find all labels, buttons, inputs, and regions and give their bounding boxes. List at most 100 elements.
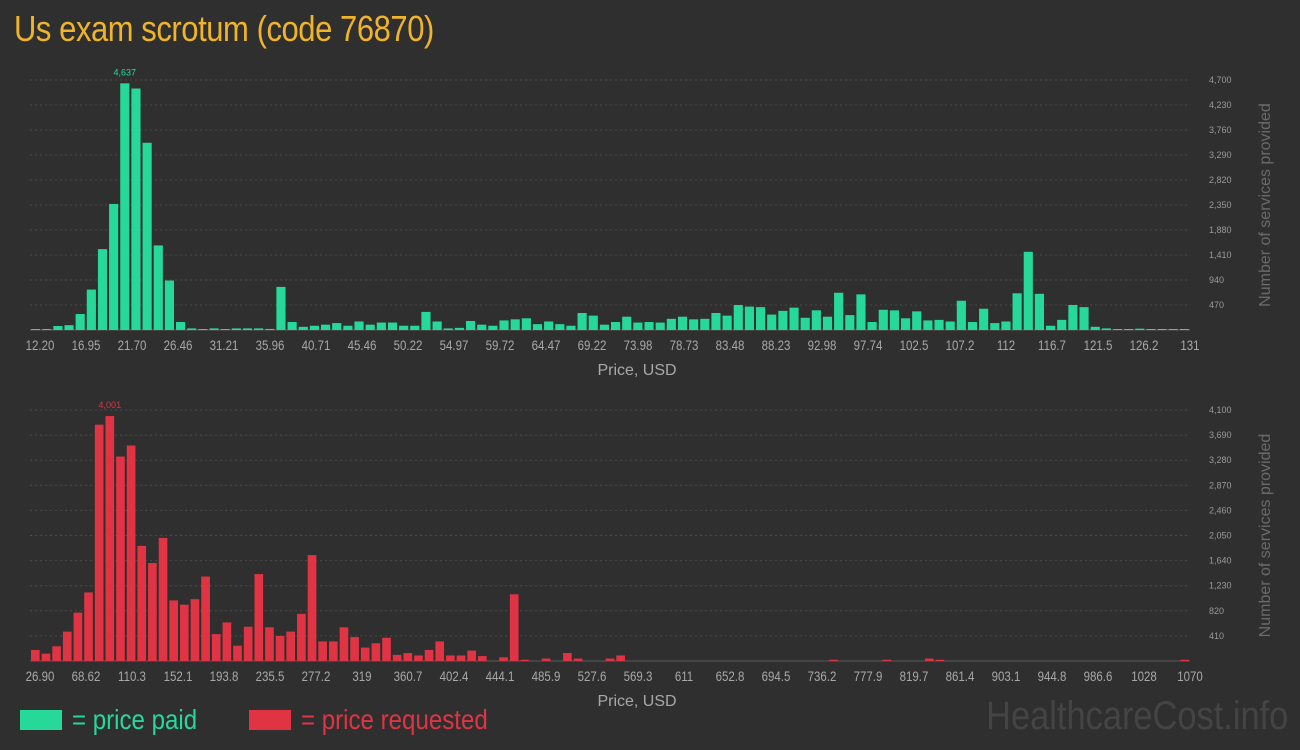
x-tick-label: 1070 (1177, 668, 1203, 684)
histogram-bar (31, 329, 41, 330)
histogram-bar (1179, 329, 1189, 330)
histogram-bar (424, 649, 434, 661)
legend-requested-label: = price requested (301, 704, 488, 735)
histogram-bar (287, 322, 297, 330)
histogram-bar (376, 322, 386, 330)
x-tick-label: 569.3 (624, 668, 653, 684)
histogram-bar (573, 658, 583, 661)
histogram-bar (588, 315, 598, 330)
x-tick-label: 235.5 (256, 668, 285, 684)
y-tick-label: 2,820 (1209, 175, 1232, 185)
x-tick-label: 50.22 (394, 337, 423, 353)
histogram-bar (403, 653, 413, 661)
histogram-bar (382, 637, 391, 661)
y-tick-label: 410 (1209, 631, 1224, 641)
x-tick-label: 402.4 (440, 668, 469, 684)
histogram-bar (1090, 326, 1100, 330)
x-tick-label: 31.21 (210, 337, 239, 353)
histogram-bar (633, 322, 643, 330)
y-tick-label: 2,870 (1209, 480, 1232, 490)
histogram-bar (116, 456, 125, 661)
histogram-bar (889, 310, 899, 330)
histogram-bar (467, 650, 476, 661)
histogram-bar (131, 88, 141, 330)
histogram-bar (233, 645, 242, 661)
histogram-bar (265, 627, 274, 661)
y-tick-label: 2,050 (1209, 531, 1232, 541)
histogram-bar (520, 659, 530, 661)
histogram-bar (509, 594, 519, 661)
x-tick-label: 131 (1180, 337, 1199, 353)
histogram-bar (934, 319, 944, 330)
histogram-bar (435, 641, 445, 661)
page-title: Us exam scrotum (code 76870) (14, 8, 434, 49)
histogram-bar (477, 324, 487, 330)
histogram-bar (286, 631, 296, 661)
x-tick-label: 26.46 (164, 337, 193, 353)
histogram-bar (605, 658, 615, 661)
x-tick-label: 12.20 (26, 337, 55, 353)
histogram-bar (935, 659, 945, 661)
histogram-bar (332, 323, 342, 330)
x-tick-label: 277.2 (302, 668, 331, 684)
peak-value-label: 4,001 (99, 400, 122, 410)
x-tick-label: 360.7 (394, 668, 423, 684)
histogram-bar (158, 537, 168, 661)
histogram-bar (276, 286, 286, 330)
x-tick-label: 59.72 (486, 337, 515, 353)
histogram-bar (733, 305, 743, 330)
histogram-bar (126, 445, 136, 661)
histogram-bar (254, 574, 264, 661)
x-tick-label: 193.8 (210, 668, 239, 684)
x-tick-label: 986.6 (1084, 668, 1113, 684)
histogram-bar (1023, 251, 1033, 330)
y-tick-label: 3,280 (1209, 455, 1232, 465)
x-tick-label: 527.6 (578, 668, 607, 684)
x-tick-label: 112 (997, 337, 1015, 353)
histogram-bar (179, 604, 189, 661)
histogram-bar (365, 324, 375, 330)
histogram-bar (834, 292, 844, 330)
histogram-bar (541, 658, 551, 661)
histogram-bar (414, 655, 423, 661)
x-tick-label: 107.2 (946, 337, 975, 353)
histogram-bar (421, 311, 431, 330)
histogram-bar (31, 649, 40, 661)
histogram-bar (956, 300, 966, 330)
histogram-bar (563, 653, 572, 661)
histogram-bar (231, 328, 241, 330)
histogram-bar (1157, 329, 1167, 330)
histogram-bar (94, 424, 104, 661)
legend-requested-swatch (249, 710, 291, 730)
histogram-bar (265, 328, 275, 330)
histogram-bar (120, 83, 130, 330)
histogram-bar (410, 325, 420, 330)
y-tick-label: 3,290 (1209, 150, 1232, 160)
histogram-bar (75, 314, 85, 330)
histogram-bar (198, 329, 208, 330)
x-tick-label: 102.5 (900, 337, 929, 353)
histogram-bar (456, 655, 466, 661)
y-tick-label: 3,690 (1209, 430, 1232, 440)
histogram-bar (309, 325, 319, 330)
histogram-bar (328, 641, 338, 661)
y-tick-label: 1,230 (1209, 581, 1232, 591)
x-tick-label: 152.1 (164, 668, 193, 684)
y-tick-label: 470 (1209, 300, 1224, 310)
histogram-bar (1057, 319, 1067, 330)
histogram-bar (677, 316, 688, 330)
x-tick-label: 736.2 (808, 668, 837, 684)
x-tick-label: 83.48 (716, 337, 745, 353)
histogram-bar (778, 310, 788, 330)
histogram-bar (243, 626, 253, 661)
histogram-bar (800, 317, 810, 330)
histogram-bar (521, 318, 531, 330)
histogram-bar (153, 245, 163, 330)
x-tick-label: 110.3 (118, 668, 146, 684)
histogram-bar (767, 314, 777, 330)
histogram-bar (912, 311, 922, 330)
histogram-bar (137, 545, 147, 661)
x-tick-label: 16.95 (72, 337, 101, 353)
histogram-bar (211, 634, 221, 661)
histogram-bar (307, 555, 317, 661)
